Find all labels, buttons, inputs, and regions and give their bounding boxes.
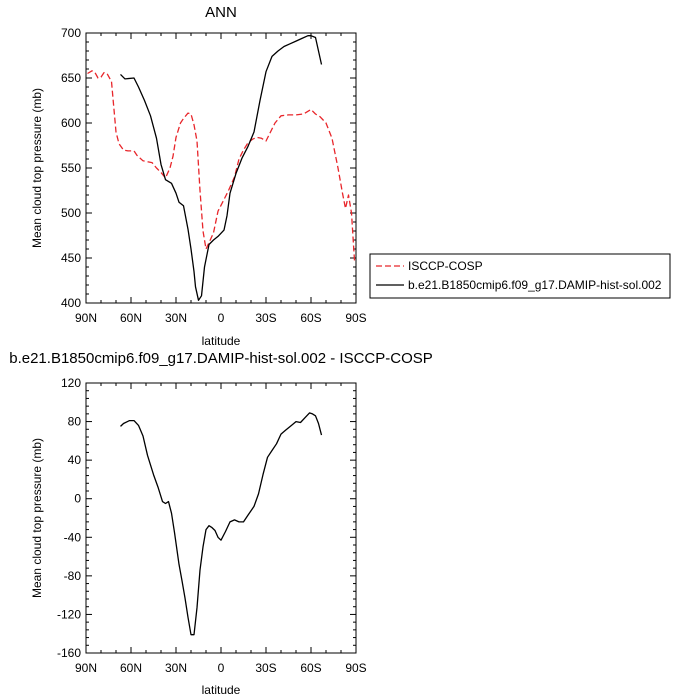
- panel-1-y-tick-label: 450: [61, 251, 81, 265]
- panel-2: b.e21.B1850cmip6.f09_g17.DAMIP-hist-sol.…: [9, 350, 433, 697]
- panel-1-x-tick-label: 90N: [75, 311, 97, 325]
- legend-box: [369, 253, 671, 299]
- panel-1-x-tick-label: 0: [218, 311, 225, 325]
- panel-1-plot-frame: [85, 32, 357, 304]
- panel-2-xlabel: latitude: [202, 683, 241, 697]
- panel-1-x-tick-label: 30N: [165, 311, 187, 325]
- panel-1-y-tick-label: 700: [61, 26, 81, 40]
- panel-1-y-tick-label: 400: [61, 296, 81, 310]
- panel-2-y-tick-label: -120: [57, 607, 81, 621]
- panel-2-y-tick-label: 120: [61, 376, 81, 390]
- legend-label-model: b.e21.B1850cmip6.f09_g17.DAMIP-hist-sol.…: [408, 278, 662, 292]
- panel-1-x-tick-label: 90S: [345, 311, 366, 325]
- panel-1-y-tick-label: 550: [61, 161, 81, 175]
- panel-1-y-tick-label: 600: [61, 116, 81, 130]
- panel-2-x-tick-label: 0: [218, 661, 225, 675]
- panel-2-x-tick-label: 60S: [300, 661, 321, 675]
- panel-1-ylabel: Mean cloud top pressure (mb): [30, 88, 44, 248]
- panel-2-y-tick-label: -160: [57, 646, 81, 660]
- panel-1-x-tick-label: 60S: [300, 311, 321, 325]
- panel-2-x-tick-label: 30S: [255, 661, 276, 675]
- panel-1-series-line-isccp-cosp: [87, 70, 356, 261]
- panel-1-x-tick-label: 60N: [120, 311, 142, 325]
- panel-2-y-tick-label: 0: [74, 492, 81, 506]
- panel-2-title: b.e21.B1850cmip6.f09_g17.DAMIP-hist-sol.…: [9, 350, 433, 367]
- panel-1-series-line-model: [120, 35, 323, 301]
- panel-1: ANN 90N 60N 30N 0 30S 60S 90S 400 450 500 550 600 65…: [30, 4, 367, 348]
- panel-2-x-tick-label: 90S: [345, 661, 366, 675]
- panel-2-ylabel: Mean cloud top pressure (mb): [30, 438, 44, 598]
- panel-1-xlabel: latitude: [202, 334, 241, 348]
- legend: ISCCP-COSP b.e21.B1850cmip6.f09_g17.DAMI…: [369, 253, 671, 299]
- legend-label-isccp-cosp: ISCCP-COSP: [408, 259, 483, 273]
- panel-2-plot-frame: [85, 382, 357, 654]
- panel-2-series-line-model: [120, 412, 323, 636]
- panel-1-x-tick-label: 30S: [255, 311, 276, 325]
- panel-2-y-tick-label: 80: [68, 415, 82, 429]
- panel-1-y-tick-label: 500: [61, 206, 81, 220]
- panel-1-title: ANN: [205, 4, 237, 21]
- panel-1-y-tick-label: 650: [61, 71, 81, 85]
- panel-2-y-tick-label: 40: [68, 453, 82, 467]
- panel-2-x-tick-label: 90N: [75, 661, 97, 675]
- panel-2-y-tick-label: -80: [64, 569, 82, 583]
- panel-2-x-tick-label: 30N: [165, 661, 187, 675]
- panel-2-y-tick-label: -40: [64, 530, 82, 544]
- panel-2-x-tick-label: 60N: [120, 661, 142, 675]
